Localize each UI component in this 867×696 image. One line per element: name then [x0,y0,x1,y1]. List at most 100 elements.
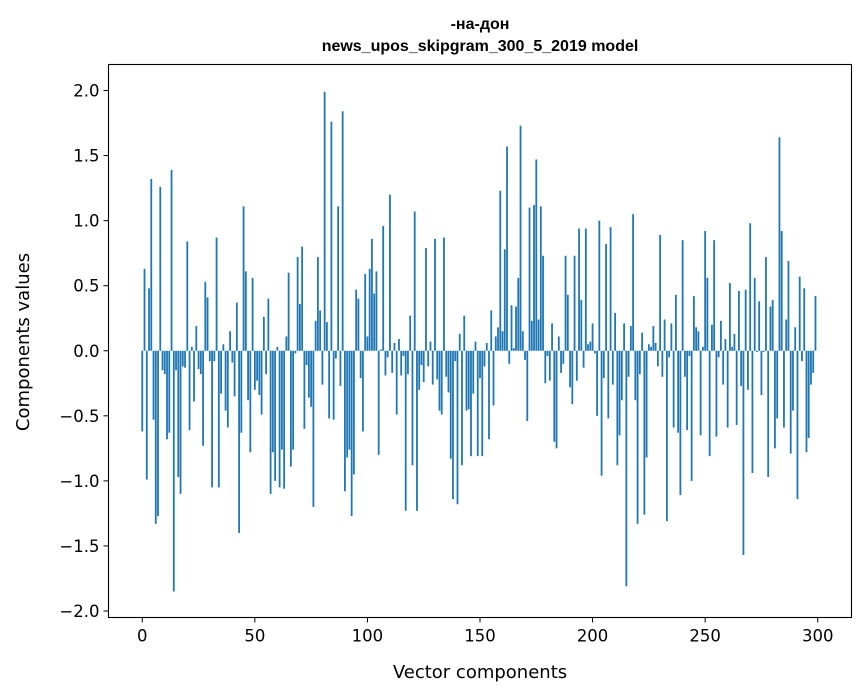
bar-component-205 [602,350,605,379]
bar-component-255 [715,350,718,437]
bar-component-2 [145,350,148,480]
y-tick-label: 0.0 [73,342,99,361]
bar-component-88 [339,350,342,386]
bar-component-180 [546,350,549,356]
bar-component-145 [467,350,470,410]
y-tick-label: 1.0 [73,212,99,231]
bar-component-286 [785,319,788,351]
bar-component-196 [582,350,585,368]
bar-component-14 [172,350,175,592]
bar-component-115 [400,350,403,376]
bar-component-259 [724,339,727,351]
bar-component-10 [163,350,166,375]
bar-component-239 [679,350,682,496]
bar-component-250 [704,231,707,351]
bar-component-264 [735,350,738,425]
bar-component-121 [413,211,416,351]
bar-component-129 [431,350,434,385]
bar-component-122 [416,350,418,511]
bar-component-232 [663,319,666,351]
bar-component-225 [647,344,650,351]
bar-component-245 [692,296,695,351]
bar-component-288 [789,350,792,454]
bar-component-209 [611,350,614,385]
bar-component-28 [204,281,207,351]
bar-component-263 [733,333,736,351]
bar-component-204 [600,350,603,476]
bar-component-92 [348,350,351,450]
bar-component-227 [652,326,655,351]
bar-component-285 [783,350,785,428]
bar-component-124 [420,350,423,366]
bar-component-3 [148,288,150,351]
bar-component-0 [141,350,144,432]
y-axis-label: Components values [13,253,34,431]
bar-component-53 [260,350,263,415]
bar-component-229 [656,350,659,367]
x-axis-ticks: 0 50 100 150 200 250 300 [137,617,833,646]
bar-component-251 [706,277,709,351]
bar-component-150 [479,350,481,379]
bar-component-240 [681,240,684,351]
bar-component-62 [280,350,283,450]
bar-component-149 [476,350,479,457]
bar-component-56 [267,298,270,351]
bar-component-270 [749,223,752,351]
bar-component-200 [591,323,594,351]
bar-component-23 [193,350,195,402]
bar-component-113 [395,350,398,415]
bar-component-72 [303,350,306,429]
x-axis-label: Vector components [393,662,567,683]
bar-component-119 [409,315,412,351]
bar-component-218 [632,214,635,351]
bar-component-280 [771,300,774,351]
bar-component-195 [580,300,583,351]
bar-component-169 [521,331,524,351]
bar-component-299 [814,296,817,351]
bar-component-179 [544,350,547,384]
bar-component-249 [701,346,704,351]
bar-component-238 [677,350,680,433]
bar-component-45 [242,206,245,351]
bar-component-114 [398,339,400,351]
bar-component-50 [253,350,256,390]
bar-component-214 [623,323,625,351]
bar-component-59 [274,350,277,481]
y-axis-ticks: −2.0 −1.5 −1.0 −0.5 0.0 0.5 1.0 1.5 2.0 [59,82,109,621]
bar-component-63 [283,350,286,489]
bar-component-161 [503,249,506,351]
bar-component-246 [695,327,698,351]
bar-component-266 [740,350,743,386]
bar-component-167 [517,277,520,351]
bar-component-86 [335,350,337,359]
y-tick-label: 2.0 [73,82,99,101]
bar-component-236 [672,350,675,428]
bar-component-97 [359,350,362,379]
bar-component-104 [375,271,378,351]
bar-component-48 [249,350,252,453]
bar-component-273 [756,350,758,353]
bar-component-34 [217,350,220,488]
bar-component-44 [240,350,243,433]
bar-component-272 [753,277,756,351]
bar-component-15 [175,350,177,371]
bar-component-248 [699,350,702,436]
bar-component-107 [382,225,385,351]
bars-group [141,91,817,592]
bar-component-173 [530,320,533,351]
bar-component-127 [427,350,430,367]
bar-component-108 [384,350,387,376]
bar-component-32 [213,350,216,362]
x-tick-label: 0 [137,627,148,646]
bar-component-182 [551,323,553,351]
bar-component-295 [805,350,808,453]
bar-component-181 [548,350,551,381]
bar-component-98 [362,350,364,432]
bar-component-278 [767,350,770,477]
bar-component-265 [738,290,740,351]
bar-component-244 [690,350,693,481]
bar-component-106 [380,349,382,351]
bar-component-261 [729,283,731,351]
bar-component-143 [463,315,466,351]
